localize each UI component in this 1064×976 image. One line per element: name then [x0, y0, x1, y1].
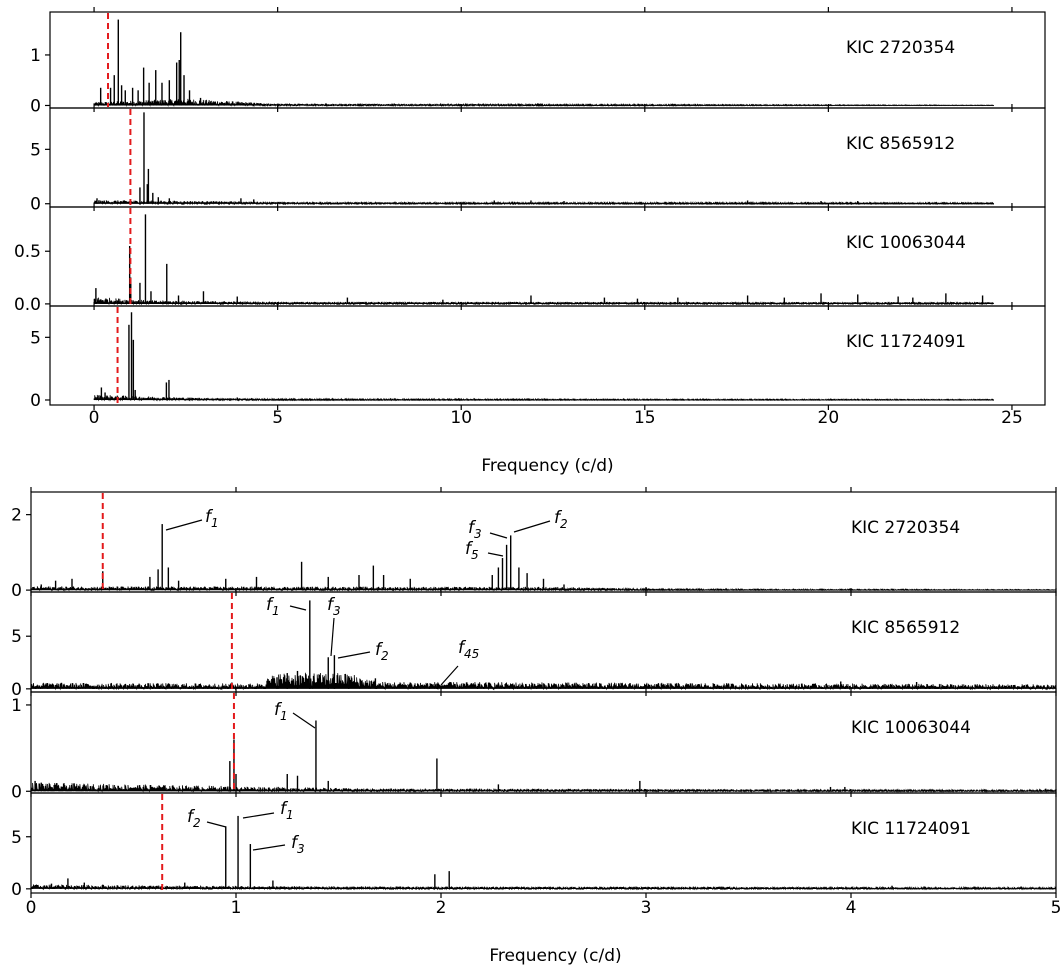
x-tick-label: 2 [436, 898, 447, 918]
y-tick-label: 5 [11, 828, 22, 848]
panel-2-4: 0 5 KIC 11724091 [11, 792, 1057, 900]
y-tick-label: 0 [30, 96, 41, 116]
y-tick-label: 0.5 [14, 242, 41, 262]
x-tick-label: 25 [1001, 408, 1023, 428]
annotation-f1: f1 [205, 507, 219, 530]
panel-1-3: 0.0 0.5 KIC 10063044 [14, 206, 1046, 315]
y-tick-label: 0 [11, 880, 22, 900]
panel-frame [30, 591, 1057, 693]
annotation-f3: f3 [327, 595, 341, 618]
y-tick-label: 2 [11, 506, 22, 526]
annotation-f2: f2 [375, 640, 389, 663]
annotation-leader [513, 520, 551, 533]
star-label: KIC 11724091 [846, 332, 966, 352]
star-label: KIC 11724091 [851, 819, 971, 839]
annotation-leader [337, 651, 371, 659]
panel-2-2: 0 5 KIC 8565912 [11, 591, 1057, 700]
annotation-leader [252, 844, 286, 851]
y-tick-label: 5 [30, 328, 41, 348]
annotation-f1: f1 [280, 799, 294, 822]
spectrum-line [93, 98, 994, 108]
spectrum-line [30, 672, 1057, 691]
x-axis-label: Frequency (c/d) [489, 946, 621, 966]
annotation-f5: f5 [465, 539, 479, 562]
panel-2-1: 0 2 KIC 2720354 [11, 487, 1057, 601]
annotation-leader [330, 617, 335, 657]
x-tick-label: 20 [818, 408, 840, 428]
y-tick-label: 5 [11, 627, 22, 647]
star-label: KIC 8565912 [846, 134, 955, 154]
y-tick-label: 5 [30, 140, 41, 160]
spectrum-line [30, 782, 1057, 793]
panel-1-1: 0 1 KIC 2720354 [30, 7, 1046, 116]
annotation-f3: f3 [468, 518, 482, 541]
panel-frame [49, 11, 1046, 109]
annotation-leader [489, 532, 508, 539]
y-tick-label: 1 [30, 46, 41, 66]
annotation-f1: f1 [274, 700, 288, 723]
x-tick-label: 5 [1051, 898, 1062, 918]
chart-block-1: 0 1 KIC 2720354 0 5 KIC 8565912 0.0 0.5 KIC 1006… [14, 7, 1046, 476]
panel-frame [49, 206, 1046, 307]
x-tick-label: 3 [641, 898, 652, 918]
annotation-f3: f3 [291, 833, 305, 856]
x-tick-label: 10 [450, 408, 472, 428]
annotation-leader [487, 552, 504, 557]
panel-frame [49, 107, 1046, 208]
annotation-leader [165, 519, 203, 531]
x-tick-label: 4 [846, 898, 857, 918]
panel-frame [30, 792, 1057, 894]
panel-frame [49, 305, 1046, 406]
annotation-leader [440, 665, 459, 686]
x-axis-label: Frequency (c/d) [481, 456, 613, 476]
star-label: KIC 2720354 [846, 38, 955, 58]
star-label: KIC 2720354 [851, 518, 960, 538]
spectrum-line [93, 297, 994, 306]
y-tick-label: 0 [30, 391, 41, 411]
y-tick-label: 0 [11, 782, 22, 802]
spectrum-line [93, 394, 994, 402]
star-label: KIC 10063044 [851, 718, 971, 738]
panel-1-4: 0 5 KIC 11724091 [30, 305, 1046, 411]
annotation-f45: f45 [458, 638, 479, 661]
annotation-leader [242, 812, 275, 819]
panel-frame [30, 691, 1057, 794]
x-tick-label: 5 [272, 408, 283, 428]
x-tick-label: 1 [231, 898, 242, 918]
spectrum-line [30, 884, 1057, 891]
star-label: KIC 10063044 [846, 233, 966, 253]
annotation-leader [289, 605, 307, 611]
panel-frame [30, 491, 1057, 593]
y-tick-label: 0 [30, 195, 41, 215]
panel-1-2: 0 5 KIC 8565912 [30, 107, 1046, 215]
annotation-leader [206, 821, 227, 828]
y-tick-label: 0 [11, 680, 22, 700]
x-tick-label: 15 [634, 408, 656, 428]
spectrum-line [93, 200, 994, 206]
y-tick-label: 0 [11, 581, 22, 601]
annotation-f2: f2 [554, 508, 568, 531]
panel-2-3: 0 1 KIC 10063044 [11, 691, 1057, 802]
annotation-leader [292, 712, 316, 729]
annotation-f2: f2 [187, 807, 201, 830]
x-tick-label: 0 [26, 898, 37, 918]
x-tick-label: 0 [89, 408, 100, 428]
y-tick-label: 1 [11, 696, 22, 716]
annotation-f1: f1 [266, 595, 280, 618]
y-tick-label: 0.0 [14, 295, 41, 315]
star-label: KIC 8565912 [851, 618, 960, 638]
